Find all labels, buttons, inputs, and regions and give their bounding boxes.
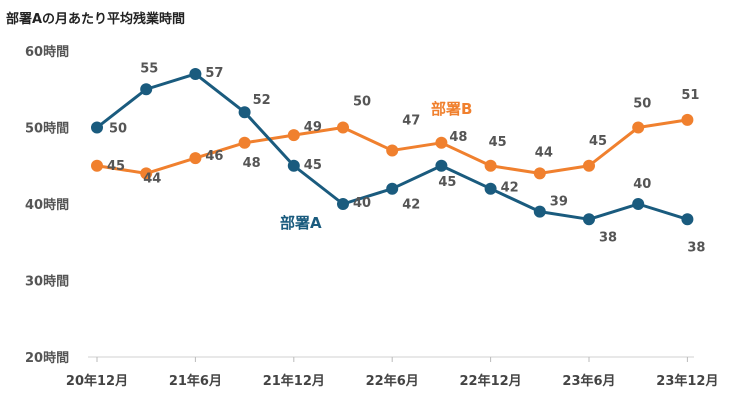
data-label-a: 42 bbox=[402, 198, 420, 213]
y-tick-label: 60時間 bbox=[25, 44, 69, 60]
data-point-b bbox=[484, 159, 497, 172]
data-label-a: 45 bbox=[438, 175, 456, 190]
data-point-b bbox=[632, 121, 645, 134]
data-label-a: 52 bbox=[253, 93, 271, 108]
data-point-b bbox=[583, 159, 595, 172]
data-point-a bbox=[435, 159, 448, 172]
data-label-a: 57 bbox=[205, 66, 223, 81]
x-tick-label: 22年12月 bbox=[460, 373, 522, 389]
data-point-a bbox=[533, 205, 546, 218]
x-tick-label: 23年12月 bbox=[656, 373, 718, 389]
data-point-b bbox=[337, 121, 349, 134]
data-label-a: 39 bbox=[550, 195, 568, 210]
data-point-b bbox=[140, 167, 153, 180]
data-point-a bbox=[337, 198, 349, 210]
data-label-b: 48 bbox=[449, 130, 467, 145]
data-point-b bbox=[681, 113, 694, 126]
data-label-b: 45 bbox=[107, 159, 125, 174]
data-point-b bbox=[189, 152, 202, 165]
y-tick-label: 30時間 bbox=[25, 274, 69, 290]
data-label-b: 50 bbox=[353, 95, 371, 110]
data-point-a bbox=[140, 83, 153, 96]
x-tick-label: 22年6月 bbox=[366, 373, 419, 389]
data-point-a bbox=[287, 159, 300, 172]
data-label-b: 48 bbox=[243, 156, 261, 171]
data-point-a bbox=[189, 67, 202, 80]
data-label-b: 45 bbox=[489, 135, 507, 150]
data-point-b bbox=[287, 129, 300, 142]
data-label-a: 55 bbox=[140, 61, 158, 76]
chart-title: 部署Aの月あたり平均残業時間 bbox=[6, 12, 186, 27]
series-name-b: 部署B bbox=[431, 100, 472, 118]
data-label-b: 50 bbox=[633, 97, 651, 112]
data-label-b: 45 bbox=[589, 134, 607, 149]
data-point-a bbox=[681, 213, 694, 226]
x-tick-label: 21年12月 bbox=[263, 373, 325, 389]
data-point-a bbox=[632, 198, 645, 210]
data-point-a bbox=[238, 106, 251, 119]
data-label-a: 40 bbox=[353, 196, 371, 211]
data-point-b bbox=[238, 136, 251, 149]
data-point-a bbox=[583, 213, 595, 226]
data-point-a bbox=[91, 121, 103, 134]
data-label-a: 40 bbox=[633, 177, 651, 192]
data-point-b bbox=[435, 136, 448, 149]
data-label-b: 46 bbox=[205, 149, 223, 164]
data-point-a bbox=[484, 182, 497, 195]
data-point-b bbox=[91, 159, 103, 172]
y-tick-label: 50時間 bbox=[25, 121, 69, 137]
x-tick-label: 21年6月 bbox=[169, 373, 222, 389]
data-label-b: 44 bbox=[535, 145, 553, 160]
data-point-a bbox=[386, 182, 399, 195]
data-label-a: 42 bbox=[501, 181, 519, 196]
y-tick-label: 20時間 bbox=[25, 350, 69, 366]
data-label-a: 45 bbox=[304, 158, 322, 173]
data-label-a: 38 bbox=[687, 240, 705, 255]
data-point-b bbox=[386, 144, 399, 157]
data-label-b: 47 bbox=[402, 113, 420, 128]
x-tick-label: 23年6月 bbox=[562, 373, 615, 389]
data-label-a: 50 bbox=[109, 122, 127, 137]
y-tick-label: 40時間 bbox=[25, 197, 69, 213]
data-label-b: 49 bbox=[304, 120, 322, 135]
data-label-b: 51 bbox=[681, 88, 699, 103]
data-point-b bbox=[533, 167, 546, 180]
x-tick-label: 20年12月 bbox=[66, 373, 128, 389]
data-label-b: 44 bbox=[143, 171, 161, 186]
data-label-a: 38 bbox=[599, 230, 617, 245]
series-name-a: 部署A bbox=[280, 214, 322, 232]
